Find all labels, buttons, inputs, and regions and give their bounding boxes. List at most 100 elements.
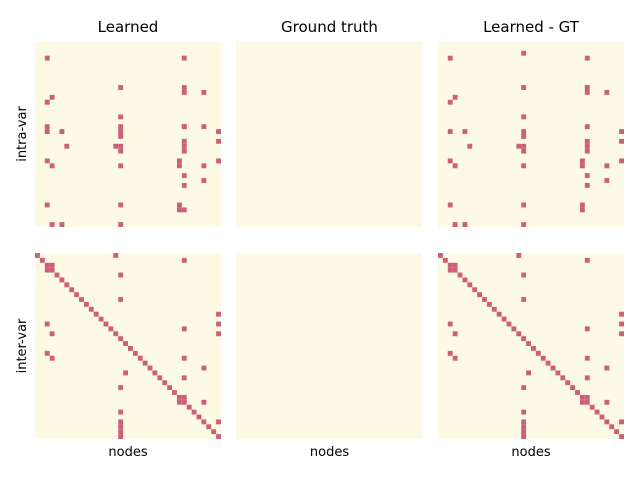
heatmap-cell xyxy=(521,385,527,391)
heatmap-cell xyxy=(521,202,527,208)
heatmap-cell xyxy=(181,399,187,405)
heatmap-cell xyxy=(486,301,492,307)
heatmap-panel-inter-var-ground-truth xyxy=(236,253,422,439)
heatmap-cell xyxy=(59,277,65,283)
heatmap-cell xyxy=(176,399,182,405)
heatmap-cell xyxy=(59,222,65,227)
heatmap-cell xyxy=(438,253,443,258)
heatmap-cell xyxy=(123,341,128,346)
heatmap-cell xyxy=(584,148,590,154)
heatmap-cell xyxy=(511,326,517,332)
heatmap-cell xyxy=(452,355,458,361)
heatmap-cell xyxy=(216,158,221,164)
heatmap-cell xyxy=(181,138,187,144)
heatmap-cell xyxy=(216,331,221,337)
heatmap-cell xyxy=(118,143,124,149)
heatmap-cell xyxy=(584,143,590,149)
heatmap-cell xyxy=(521,129,527,134)
heatmap-cell xyxy=(142,360,148,366)
heatmap-panel-intra-var-ground-truth xyxy=(236,41,422,227)
heatmap-cell xyxy=(44,158,50,164)
heatmap-cell xyxy=(49,355,55,361)
heatmap-cell xyxy=(196,414,202,420)
heatmap-cell xyxy=(88,306,94,312)
heatmap-cell xyxy=(516,253,522,258)
heatmap-cell xyxy=(516,331,522,337)
heatmap-cell xyxy=(118,124,124,130)
heatmap-cell xyxy=(604,399,610,405)
heatmap-panels xyxy=(35,41,624,439)
heatmap-cell xyxy=(54,272,60,278)
heatmap-background xyxy=(236,41,422,227)
heatmap-cell xyxy=(579,394,585,400)
heatmap-cell xyxy=(570,385,576,391)
heatmap-cell xyxy=(118,85,124,90)
heatmap-cell xyxy=(44,129,50,134)
heatmap-cell xyxy=(584,182,590,188)
heatmap-cell xyxy=(619,434,624,439)
heatmap-cell xyxy=(35,253,40,258)
heatmap-cell xyxy=(560,375,566,381)
heatmap-cell xyxy=(447,321,453,327)
heatmap-cell xyxy=(176,163,182,169)
heatmap-cell xyxy=(521,134,527,139)
heatmap-cell xyxy=(118,129,124,134)
heatmap-cell xyxy=(103,321,109,327)
heatmap-cell xyxy=(181,207,187,213)
heatmap-cell xyxy=(113,143,119,149)
heatmap-cell xyxy=(614,429,620,435)
heatmap-cell xyxy=(181,148,187,154)
heatmap-cell xyxy=(201,365,207,371)
heatmap-cell xyxy=(49,94,55,100)
heatmap-cell xyxy=(181,326,187,332)
heatmap-cell xyxy=(604,365,610,371)
heatmap-cell xyxy=(521,148,527,154)
heatmap-cell xyxy=(619,311,624,317)
heatmap-cell xyxy=(575,390,580,395)
heatmap-cell xyxy=(579,158,585,164)
heatmap-cell xyxy=(201,178,207,183)
heatmap-cell xyxy=(447,55,453,61)
heatmap-panel-inter-var-learned xyxy=(35,253,221,439)
heatmap-cell xyxy=(49,267,55,273)
heatmap-cell xyxy=(447,267,453,273)
heatmap-cell xyxy=(447,129,453,134)
heatmap-cell xyxy=(521,143,527,149)
heatmap-cell xyxy=(216,321,221,327)
heatmap-cell xyxy=(132,350,138,356)
heatmap-cell xyxy=(521,222,527,227)
heatmap-cell xyxy=(152,370,158,376)
heatmap-cell xyxy=(604,419,610,425)
heatmap-cell xyxy=(462,277,468,283)
heatmap-cell xyxy=(506,321,512,327)
heatmap-cell xyxy=(206,424,212,430)
heatmap-cell xyxy=(584,257,590,263)
heatmap-cell xyxy=(472,287,478,293)
heatmap-cell xyxy=(482,297,487,302)
heatmap-cell xyxy=(584,375,590,381)
heatmap-cell xyxy=(521,297,527,302)
heatmap-cell xyxy=(521,272,527,278)
heatmap-cell xyxy=(147,365,153,371)
heatmap-cell xyxy=(118,222,124,227)
heatmap-cell xyxy=(118,202,124,208)
heatmap-cell xyxy=(579,202,585,208)
heatmap-cell xyxy=(176,158,182,164)
heatmap-cell xyxy=(44,124,50,130)
heatmap-cell xyxy=(118,148,124,154)
heatmap-cell xyxy=(457,272,463,278)
heatmap-cell xyxy=(501,316,507,322)
heatmap-cell xyxy=(599,414,605,420)
heatmap-cell xyxy=(49,331,55,337)
heatmap-cell xyxy=(39,257,45,263)
heatmap-cell xyxy=(584,89,590,95)
heatmap-cell xyxy=(619,158,624,164)
heatmap-cell xyxy=(526,341,531,346)
heatmap-cell xyxy=(540,355,546,361)
heatmap-cell xyxy=(181,55,187,61)
heatmap-cell xyxy=(118,272,124,278)
heatmap-cell xyxy=(118,297,124,302)
heatmap-cell xyxy=(589,404,595,410)
heatmap-cell xyxy=(118,434,124,439)
heatmap-cell xyxy=(604,89,610,95)
